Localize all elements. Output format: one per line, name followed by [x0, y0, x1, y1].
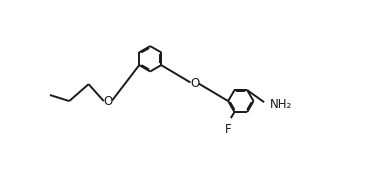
Text: O: O — [103, 95, 112, 108]
Text: NH₂: NH₂ — [270, 98, 292, 111]
Text: F: F — [225, 123, 232, 136]
Text: O: O — [190, 77, 199, 90]
